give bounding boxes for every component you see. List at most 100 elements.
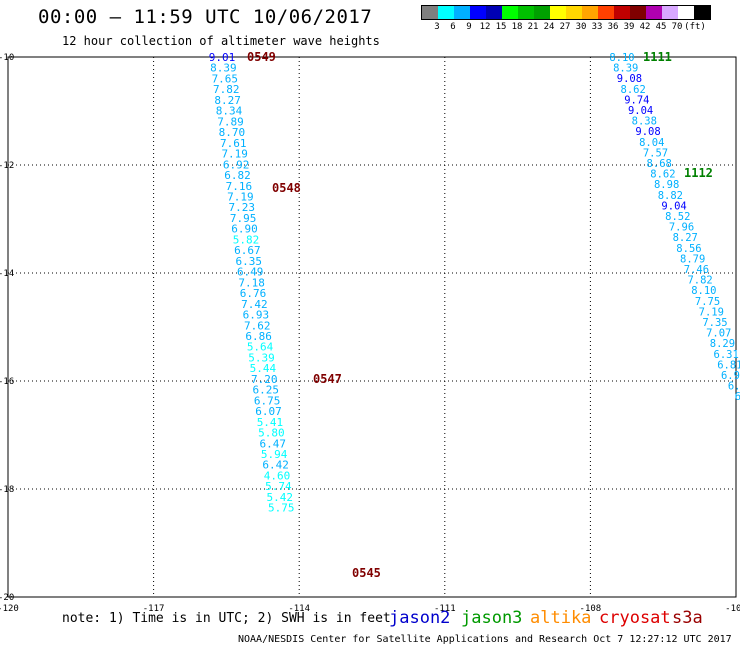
swh-value: 7.62 [244,319,271,332]
lon-tick-label: -114 [288,604,310,614]
swh-value: 7.82 [687,275,712,287]
swh-value: 7.19 [227,190,254,203]
swh-value: 7.18 [238,276,265,289]
swh-value: 7.89 [217,115,244,128]
swh-value: 6.82 [224,169,251,182]
legend-label: 9 [466,22,472,32]
pass-time-label: 0547 [313,372,342,386]
lon-tick-label: -111 [434,604,456,614]
swh-value: 7.95 [230,212,257,225]
swh-value: 9.01 [209,51,236,64]
satellite-cryosat: cryosat [599,608,671,628]
legend-swatches [421,5,711,20]
lat-tick-label: -12 [0,161,14,171]
swh-value: 8.70 [219,126,246,139]
swh-value: 5.75 [268,502,295,515]
swh-value: 5.80 [258,427,285,440]
swh-value: 6.76 [240,287,267,300]
satellite-jason3: jason3 [461,608,523,628]
swh-value: 6.92 [223,158,250,171]
legend-swatch [678,6,694,19]
swh-value: 5.39 [248,351,275,364]
pass-time-label: 1112 [684,166,713,180]
swh-value: 5.94 [261,448,288,461]
swh-value: 8.62 [650,169,675,181]
legend-label: 42 [639,22,651,32]
legend-swatch [502,6,518,19]
satellite-altika: altika [530,608,592,628]
swh-value: 6.47 [260,437,287,450]
swh-value: 6.25 [252,384,279,397]
swh-value: 8.56 [676,243,701,255]
swh-value: 7.57 [643,147,668,159]
swh-value: 8.04 [639,137,664,149]
swh-value: 7.35 [702,317,727,329]
legend-swatch [438,6,454,19]
legend-label: 39 [623,22,635,32]
swh-value: 6.42 [262,459,289,472]
swh-value: 6.86 [245,330,272,343]
credit-line: NOAA/NESDIS Center for Satellite Applica… [238,634,732,645]
swh-value: 7.19 [221,148,248,161]
swh-value: 8.62 [621,84,646,96]
legend-label: 21 [527,22,539,32]
swh-value: 5.64 [247,341,274,354]
swh-value: 6.07 [255,405,282,418]
legend-label: 24 [543,22,555,32]
legend-swatch [518,6,534,19]
lat-tick-label: -18 [0,485,14,495]
legend-label: 15 [495,22,507,32]
legend-swatch [582,6,598,19]
legend-swatch [486,6,502,19]
swh-value: 9.08 [635,126,660,138]
legend-swatch [534,6,550,19]
legend-swatch [598,6,614,19]
legend-labels: 3 6 9 12 15 18 21 24 27 30 33 36 39 42 45 70 (ft) [421,20,711,32]
swh-value: 7.07 [706,328,731,340]
legend-swatch [454,6,470,19]
legend-swatch [630,6,646,19]
satellite-s3a: s3a [672,608,703,628]
swh-value: 4.60 [264,469,291,482]
lat-tick-label: -10 [0,53,14,63]
legend-swatch [470,6,486,19]
legend-label: (ft) [684,22,706,32]
lat-tick-label: -20 [0,593,14,603]
swh-value: 6.35 [236,255,263,268]
swh-value: 9.04 [661,200,686,212]
footer-note: note: 1) Time is in UTC; 2) SWH is in fe… [62,611,391,626]
legend-swatch [614,6,630,19]
legend-label: 27 [559,22,571,32]
swh-value: 7.19 [699,306,724,318]
swh-value: 8.27 [214,94,241,107]
swh-value: 6. [735,391,740,403]
legend-swatch [422,6,438,19]
swh-value: 7.82 [213,83,240,96]
swh-value: 9.08 [617,73,642,85]
swh-value: 8.38 [632,116,657,128]
swh-value: 6.31 [714,349,739,361]
swh-value: 8.34 [216,105,243,118]
swh-value: 9.04 [628,105,653,117]
legend-label: 70 [671,22,683,32]
swh-value: 6.67 [234,244,261,257]
legend-label: 6 [450,22,456,32]
swh-value: 6.90 [231,223,258,236]
color-legend: 3 6 9 12 15 18 21 24 27 30 33 36 39 42 45 70 (ft) [421,5,711,32]
swh-value: 7.16 [226,180,253,193]
swh-value: 6.93 [243,309,270,322]
pass-time-label: 0545 [352,566,381,580]
swh-value: 9.74 [624,94,649,106]
swh-value: 6.49 [237,266,264,279]
swh-value: 7.61 [220,137,247,150]
pass-time-label: 0549 [247,50,276,64]
legend-swatch [550,6,566,19]
swh-value: 6.75 [254,394,281,407]
swh-value: 7.46 [684,264,709,276]
swh-value: 8.52 [665,211,690,223]
swh-value: 5.42 [267,491,294,504]
legend-swatch [662,6,678,19]
legend-label: 45 [655,22,667,32]
swh-value: 8.10 [609,52,634,64]
